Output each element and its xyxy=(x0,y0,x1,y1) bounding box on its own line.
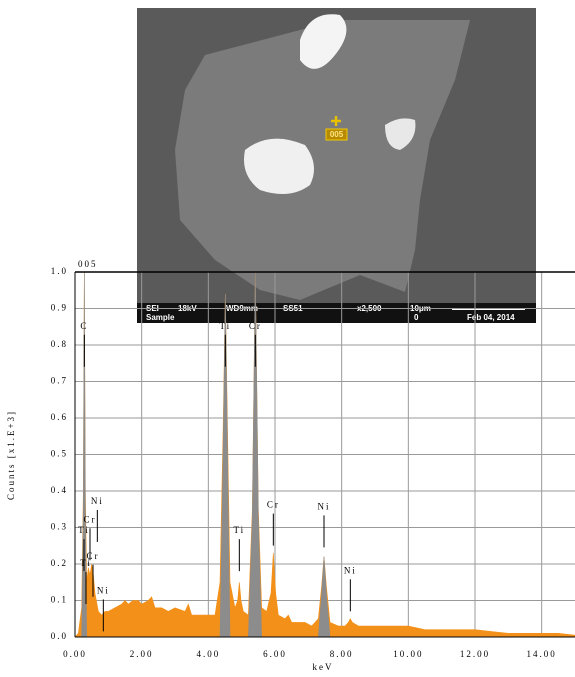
y-tick-label: 1.0 xyxy=(51,266,68,276)
x-tick-label: 2.00 xyxy=(130,649,154,659)
y-tick-label: 0.6 xyxy=(51,412,68,422)
y-tick-label: 0.8 xyxy=(51,339,68,349)
x-tick-label: 10.00 xyxy=(393,649,423,659)
peak-label: Ti xyxy=(78,525,90,535)
x-axis-label: keV xyxy=(313,662,334,672)
spot-label: 005 xyxy=(330,130,344,139)
peak-label: Ni xyxy=(91,496,104,506)
y-tick-label: 0.5 xyxy=(51,449,68,459)
x-tick-label: 0.00 xyxy=(63,649,87,659)
y-tick-label: 0.1 xyxy=(51,595,68,605)
x-tick-label: 6.00 xyxy=(263,649,287,659)
y-tick-label: 0.2 xyxy=(51,558,68,568)
x-tick-label: 12.00 xyxy=(460,649,490,659)
peak-label: Ti xyxy=(219,321,231,331)
x-tick-label: 4.00 xyxy=(196,649,220,659)
x-tick-label: 8.00 xyxy=(330,649,354,659)
peak-label: Ni xyxy=(318,501,331,511)
y-tick-label: 0.4 xyxy=(51,485,68,495)
y-tick-label: 0.3 xyxy=(51,522,68,532)
peak-label: Ni xyxy=(97,585,110,595)
peak-label: Ti xyxy=(80,558,92,568)
info-text: 0 xyxy=(414,313,419,322)
peak-label: Cr xyxy=(267,500,280,510)
peak-label: Cr xyxy=(84,514,97,524)
peak-label: Ni xyxy=(344,565,357,575)
info-text: Feb 04, 2014 xyxy=(467,313,515,322)
micrograph: 005 SEI 18kV WD9mm SS51 x2,500 10μm Samp… xyxy=(137,8,536,323)
y-tick-label: 0.7 xyxy=(51,376,68,386)
x-tick-label: 14.00 xyxy=(527,649,557,659)
y-tick-label: 0.0 xyxy=(51,631,68,641)
peak-label: Cr xyxy=(249,321,262,331)
y-axis-label: Counts [x1.E+3] xyxy=(6,410,16,500)
peak-label: C xyxy=(80,321,88,331)
chart-title: 005 xyxy=(78,259,98,269)
info-text: Sample xyxy=(146,313,175,322)
y-tick-label: 0.9 xyxy=(51,303,68,313)
page: 005 SEI 18kV WD9mm SS51 x2,500 10μm Samp… xyxy=(0,0,575,677)
peak-label: Ti xyxy=(233,525,245,535)
